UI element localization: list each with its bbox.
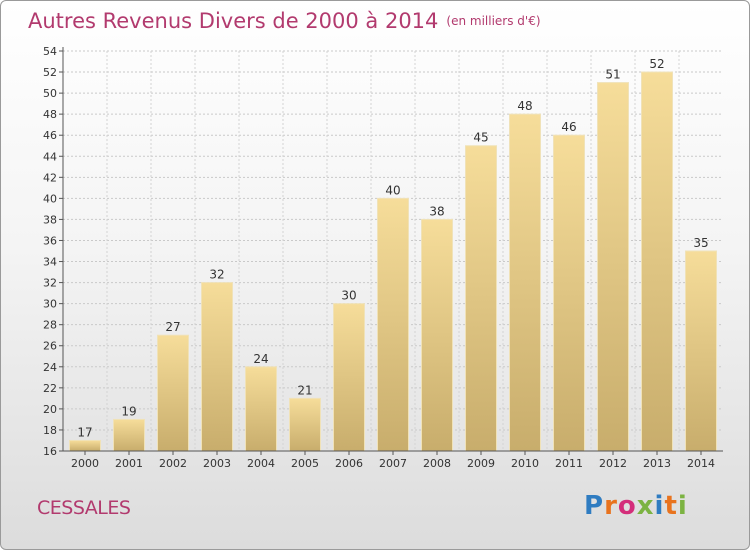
- bar: [553, 134, 585, 452]
- logo-letter: i: [654, 491, 665, 521]
- axes: 16 18 20 22 24 26 28 30 32 34 36 38 40 42 44 46 48 50 52 54…: [43, 45, 723, 470]
- y-tick-label: 30: [43, 298, 57, 311]
- y-tick-label: 50: [43, 87, 57, 100]
- x-tick-label: 2008: [423, 457, 451, 470]
- title-text: Autres Revenus Divers de 2000 à 2014: [28, 9, 439, 33]
- x-tick-label: 2009: [467, 457, 495, 470]
- y-tick-label: 46: [43, 129, 57, 142]
- data-label: 32: [209, 268, 224, 282]
- data-label: 17: [77, 425, 92, 439]
- bar: [289, 397, 321, 452]
- bar: [421, 218, 453, 452]
- data-label: 46: [561, 120, 576, 134]
- bar: [201, 282, 233, 452]
- x-tick-label: 2000: [71, 457, 99, 470]
- y-tick-label: 26: [43, 340, 57, 353]
- x-tick-label: 2014: [687, 457, 715, 470]
- y-tick-label: 52: [43, 66, 57, 79]
- data-label: 30: [341, 289, 356, 303]
- y-tick-label: 44: [43, 150, 57, 163]
- x-tick-label: 2004: [247, 457, 275, 470]
- bar: [641, 71, 673, 452]
- y-tick-label: 28: [43, 319, 57, 332]
- x-tick-label: 2013: [643, 457, 671, 470]
- proxiti-logo: Proxiti: [584, 491, 688, 521]
- bar: [245, 366, 277, 452]
- data-label: 24: [253, 352, 268, 366]
- x-tick-label: 2006: [335, 457, 363, 470]
- y-tick-label: 48: [43, 108, 57, 121]
- data-label: 40: [385, 183, 400, 197]
- data-label: 45: [473, 131, 488, 145]
- x-tick-label: 2005: [291, 457, 319, 470]
- bar: [509, 113, 541, 452]
- chart-title: Autres Revenus Divers de 2000 à 2014 (en …: [28, 9, 541, 33]
- y-tick-label: 34: [43, 256, 57, 269]
- y-tick-label: 22: [43, 382, 57, 395]
- y-tick-label: 54: [43, 45, 57, 58]
- data-label: 27: [165, 320, 180, 334]
- x-tick-label: 2003: [203, 457, 231, 470]
- bar: [157, 334, 189, 452]
- data-label: 35: [693, 236, 708, 250]
- bar: [69, 439, 101, 452]
- logo-letter: t: [664, 491, 678, 521]
- logo-letter: x: [636, 491, 655, 521]
- logo-letter: P: [584, 491, 605, 521]
- data-label: 21: [297, 383, 312, 397]
- bar: [377, 197, 409, 452]
- logo-letter: i: [677, 491, 688, 521]
- x-tick-label: 2002: [159, 457, 187, 470]
- y-tick-label: 38: [43, 213, 57, 226]
- data-labels: 17 19 27 32 24 21 30 40 38 45 48 46 51 52 35: [77, 57, 708, 439]
- logo-letter: r: [604, 491, 618, 521]
- y-tick-label: 24: [43, 361, 57, 374]
- bar: [465, 145, 497, 452]
- commune-name: CESSALES: [37, 497, 131, 519]
- y-tick-label: 36: [43, 234, 57, 247]
- y-tick-label: 18: [43, 424, 57, 437]
- bar: [597, 82, 629, 452]
- data-label: 38: [429, 204, 444, 218]
- x-tick-label: 2001: [115, 457, 143, 470]
- title-unit: (en milliers d'€): [446, 14, 541, 28]
- bar: [333, 303, 365, 452]
- y-tick-label: 40: [43, 192, 57, 205]
- x-tick-label: 2007: [379, 457, 407, 470]
- y-tick-label: 20: [43, 403, 57, 416]
- x-tick-label: 2011: [555, 457, 583, 470]
- bars: [69, 71, 717, 452]
- data-label: 48: [517, 99, 532, 113]
- data-label: 52: [649, 57, 664, 71]
- x-tick-label: 2012: [599, 457, 627, 470]
- bar: [685, 250, 717, 452]
- logo-letter: o: [617, 491, 637, 521]
- y-tick-label: 32: [43, 277, 57, 290]
- data-label: 19: [121, 404, 136, 418]
- data-label: 51: [605, 68, 620, 82]
- y-tick-label: 42: [43, 171, 57, 184]
- x-tick-label: 2010: [511, 457, 539, 470]
- bar: [113, 418, 145, 452]
- y-tick-label: 16: [43, 445, 57, 458]
